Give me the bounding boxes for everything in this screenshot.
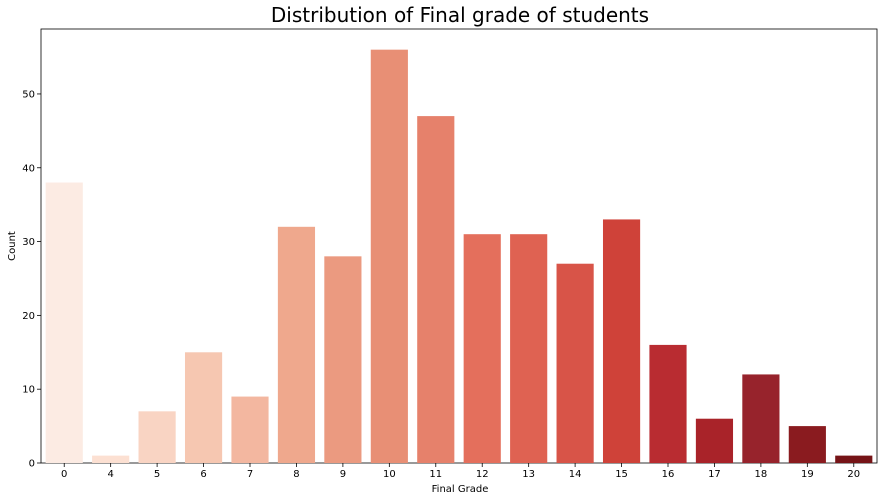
x-tick-label-14: 14 bbox=[569, 469, 582, 480]
bar-20 bbox=[835, 455, 873, 463]
bar-18 bbox=[742, 374, 780, 463]
x-tick-label-20: 20 bbox=[847, 469, 860, 480]
chart-title: Distribution of Final grade of students bbox=[271, 3, 649, 27]
x-tick-label-18: 18 bbox=[755, 469, 768, 480]
bar-12 bbox=[463, 234, 501, 463]
plot-frame bbox=[40, 28, 878, 464]
bar-8 bbox=[277, 226, 316, 463]
bar-6 bbox=[184, 352, 223, 463]
bars-group bbox=[45, 49, 873, 464]
bar-11 bbox=[417, 116, 455, 463]
x-tick-label-7: 7 bbox=[247, 469, 253, 480]
x-tick-label-5: 5 bbox=[154, 469, 160, 480]
bar-0 bbox=[45, 182, 83, 463]
bar-15 bbox=[602, 219, 641, 463]
x-tick-label-8: 8 bbox=[293, 469, 299, 480]
x-tick-label-9: 9 bbox=[340, 469, 346, 480]
x-tick-label-13: 13 bbox=[522, 469, 535, 480]
y-axis-ticks: 0 10 20 30 40 50 bbox=[22, 89, 41, 470]
x-tick-label-17: 17 bbox=[708, 469, 721, 480]
x-tick-label-12: 12 bbox=[476, 469, 489, 480]
x-tick-label-6: 6 bbox=[200, 469, 206, 480]
y-tick-label-40: 40 bbox=[22, 163, 35, 174]
bar-10 bbox=[370, 49, 408, 464]
x-tick-label-16: 16 bbox=[662, 469, 675, 480]
y-tick-label-10: 10 bbox=[22, 385, 35, 396]
plot-area: 0 10 20 30 40 50 0 4 5 6 7 8 9 10 11 12 13 14 15 16 17 18 19 2… bbox=[22, 28, 878, 480]
y-tick-label-20: 20 bbox=[22, 311, 35, 322]
x-tick-label-0: 0 bbox=[61, 469, 67, 480]
x-tick-label-4: 4 bbox=[107, 469, 113, 480]
bar-9 bbox=[324, 256, 362, 463]
bar-17 bbox=[695, 418, 734, 463]
x-tick-label-10: 10 bbox=[383, 469, 396, 480]
y-tick-label-50: 50 bbox=[22, 89, 35, 100]
x-tick-label-11: 11 bbox=[429, 469, 442, 480]
y-tick-label-0: 0 bbox=[29, 459, 35, 470]
y-axis-label: Count bbox=[7, 231, 18, 261]
bar-19 bbox=[788, 426, 826, 463]
x-axis-ticks: 0 4 5 6 7 8 9 10 11 12 13 14 15 16 17 18 19 20 bbox=[61, 463, 860, 480]
y-tick-label-30: 30 bbox=[22, 237, 35, 248]
bar-16 bbox=[649, 344, 687, 463]
bar-7 bbox=[231, 396, 269, 463]
bar-13 bbox=[510, 234, 548, 463]
x-tick-label-15: 15 bbox=[615, 469, 628, 480]
bar-4 bbox=[92, 455, 130, 463]
bar-14 bbox=[556, 263, 594, 463]
x-tick-label-19: 19 bbox=[801, 469, 814, 480]
x-axis-label: Final Grade bbox=[432, 484, 489, 495]
bar-5 bbox=[138, 411, 176, 463]
